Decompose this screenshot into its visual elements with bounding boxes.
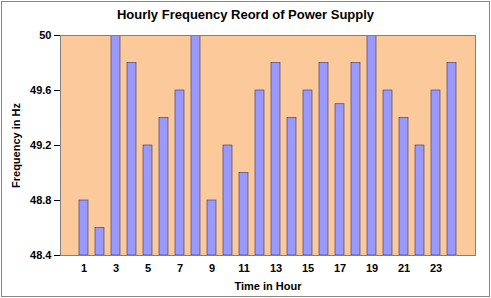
svg-text:Frequency in Hz: Frequency in Hz <box>10 103 22 188</box>
svg-text:3: 3 <box>113 262 119 274</box>
svg-text:49.6: 49.6 <box>30 84 51 96</box>
svg-text:Time in Hour: Time in Hour <box>234 280 302 292</box>
svg-text:50: 50 <box>39 29 51 41</box>
svg-text:7: 7 <box>177 262 183 274</box>
svg-text:9: 9 <box>209 262 215 274</box>
svg-text:21: 21 <box>398 262 410 274</box>
svg-text:11: 11 <box>238 262 250 274</box>
svg-text:48.8: 48.8 <box>30 194 51 206</box>
svg-text:23: 23 <box>430 262 442 274</box>
svg-text:13: 13 <box>270 262 282 274</box>
svg-text:19: 19 <box>366 262 378 274</box>
svg-text:1: 1 <box>81 262 87 274</box>
svg-text:48.4: 48.4 <box>30 249 52 261</box>
svg-text:17: 17 <box>334 262 346 274</box>
svg-text:5: 5 <box>145 262 151 274</box>
svg-text:15: 15 <box>302 262 314 274</box>
svg-text:49.2: 49.2 <box>30 139 51 151</box>
html-text:Hourly Frequency Reord of Powe: Hourly Frequency Reord of Power Supply <box>116 7 375 22</box>
